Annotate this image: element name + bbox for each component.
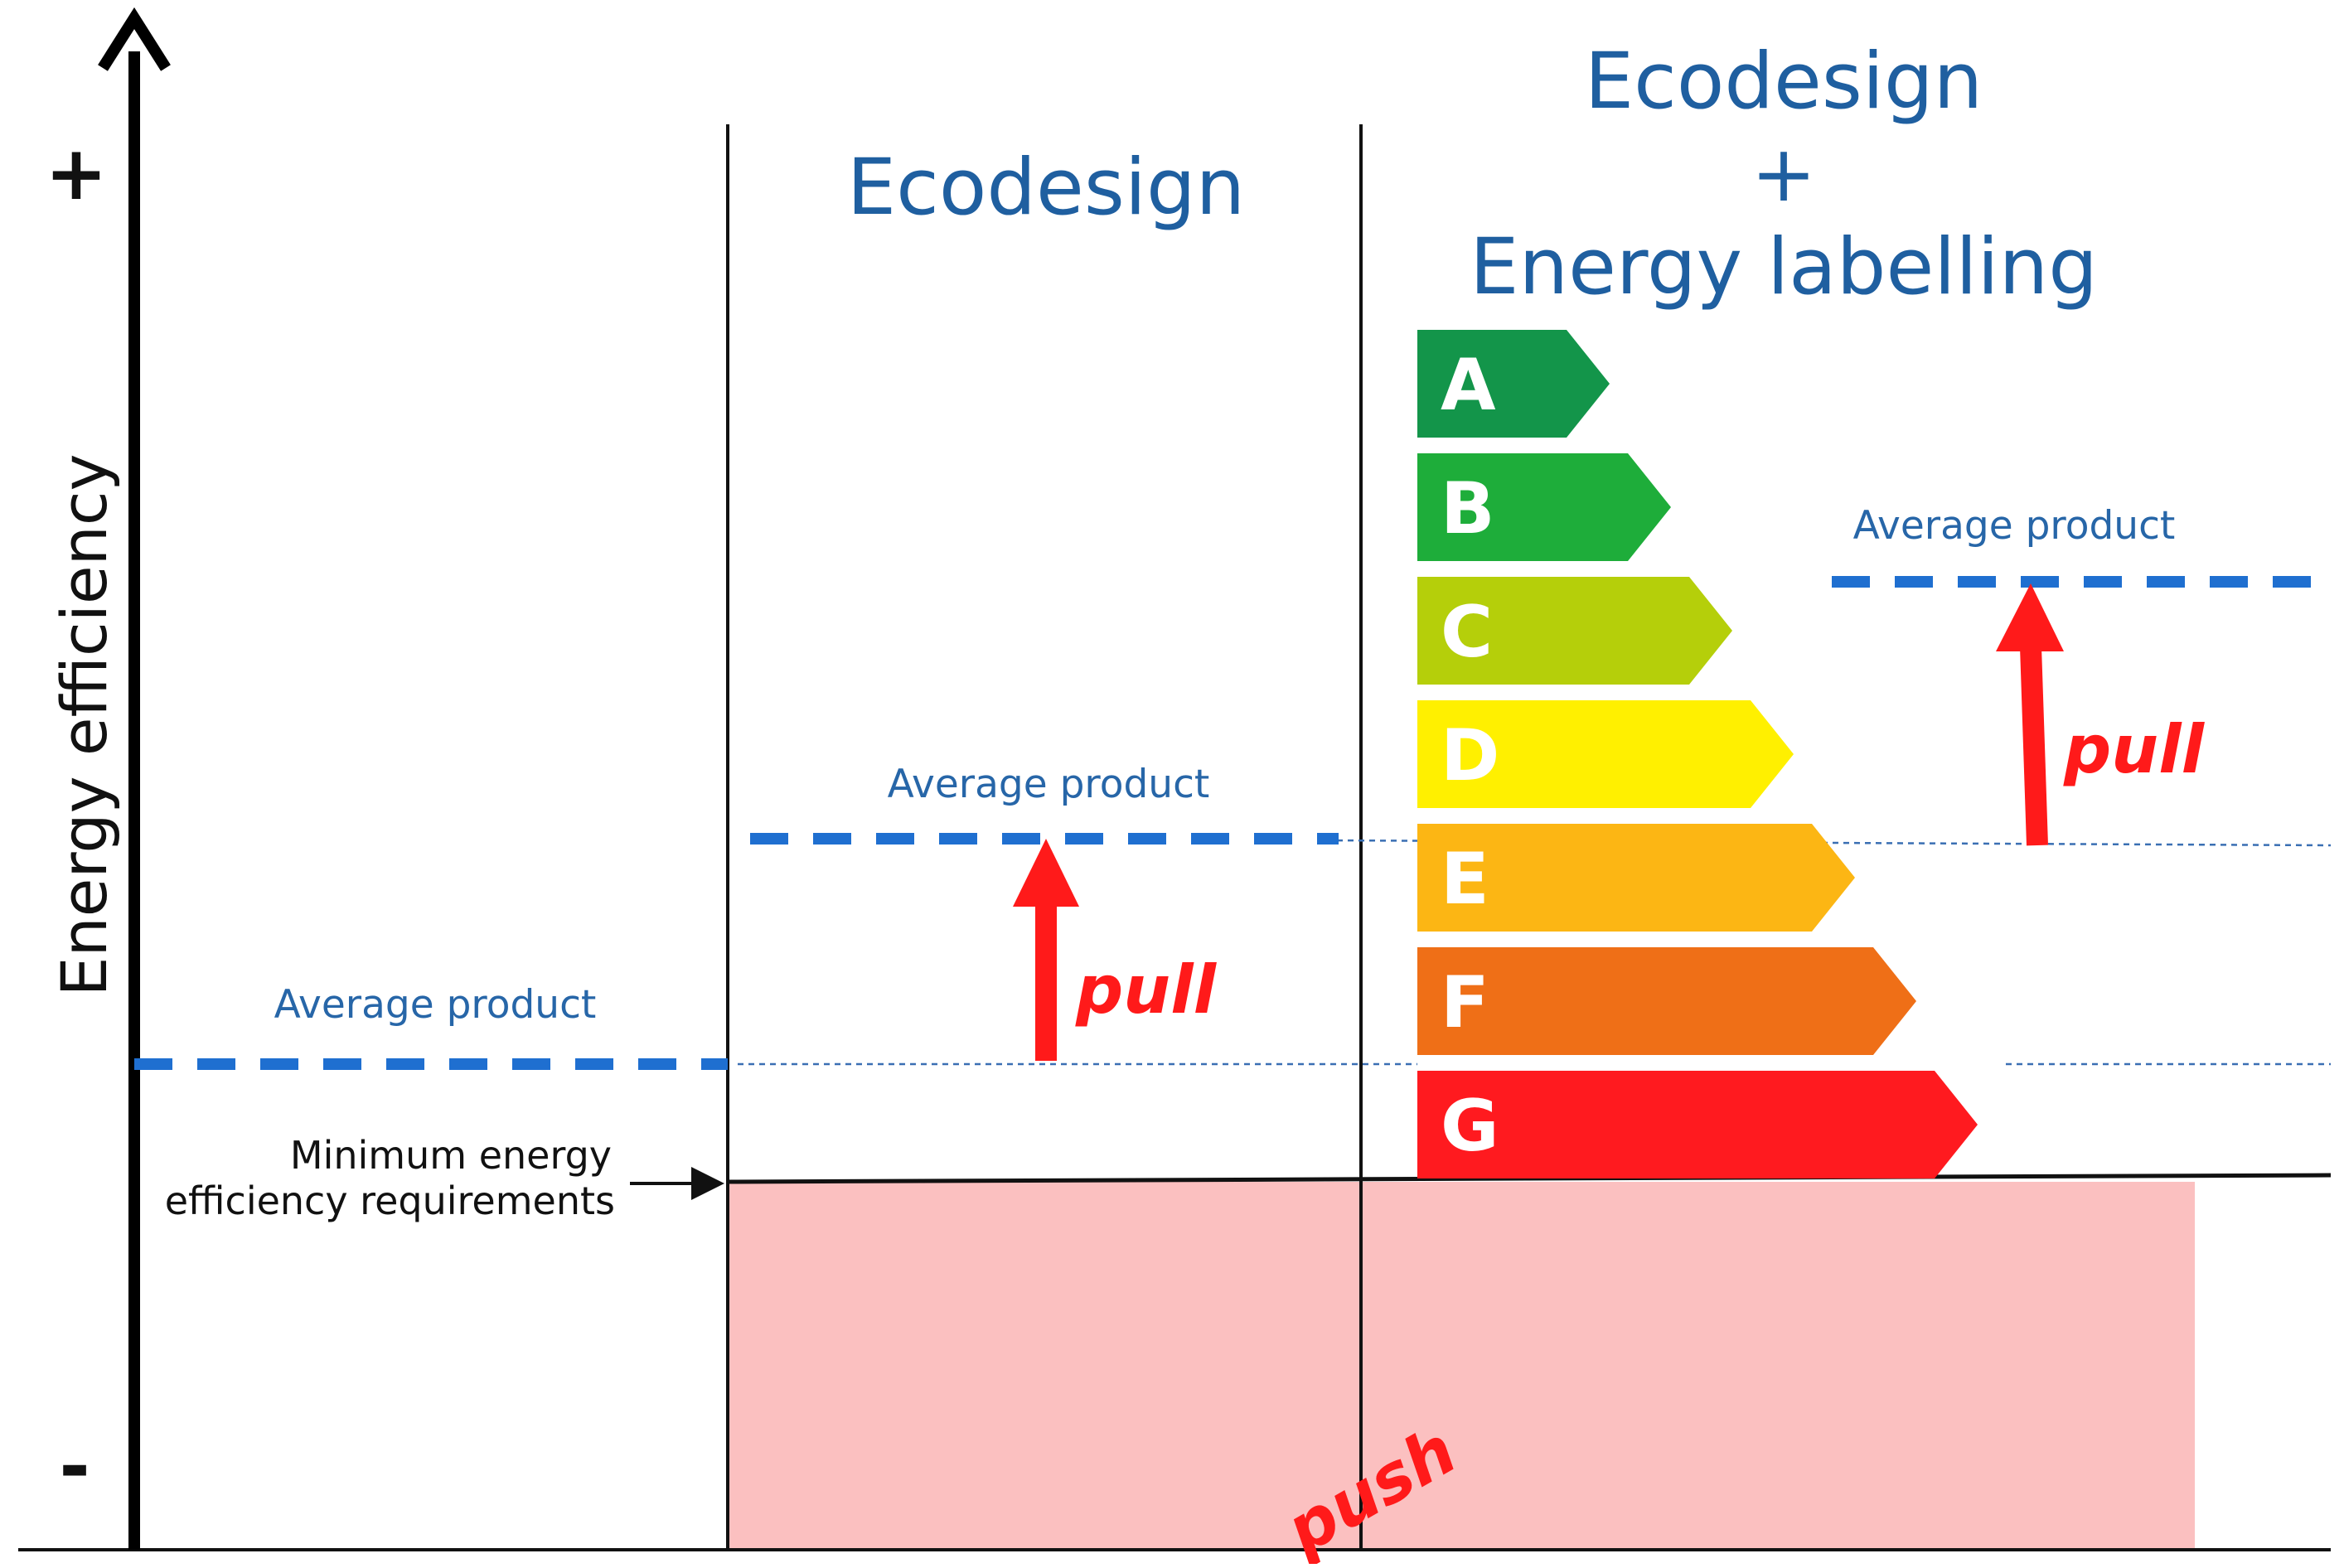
axis-minus: - xyxy=(59,1423,90,1510)
energy-band-letter-a: A xyxy=(1441,344,1496,427)
energy-band-e xyxy=(1417,824,1855,932)
energy-band-g xyxy=(1417,1071,1978,1178)
push-zone xyxy=(728,1182,2195,1548)
ecodesign-heading: Ecodesign xyxy=(847,143,1245,233)
energy-band-letter-c: C xyxy=(1441,591,1493,674)
energy-band-a xyxy=(1417,330,1610,438)
ecodesign-pull-label: pull xyxy=(1075,951,1218,1028)
labelling-heading-line1: Ecodesign xyxy=(1585,36,1983,127)
minimum-requirements-line1: Minimum energy xyxy=(290,1133,612,1178)
energy-band-letter-g: G xyxy=(1441,1085,1499,1168)
labelling-pull-arrow-shaft xyxy=(2020,646,2048,846)
energy-band-c xyxy=(1417,577,1732,685)
energy-band-letter-b: B xyxy=(1441,467,1495,550)
ecodesign-pull-arrow-head-icon xyxy=(1013,839,1079,907)
labelling-heading-line2: + xyxy=(1751,129,1817,220)
labelling-pull-label: pull xyxy=(2063,711,2206,788)
axis-label: Energy efficiency xyxy=(47,453,121,996)
labelling-heading-line3: Energy labelling xyxy=(1470,222,2098,312)
energy-band-letter-e: E xyxy=(1441,838,1489,921)
energy-band-letter-d: D xyxy=(1441,714,1499,797)
energy-band-b xyxy=(1417,453,1671,561)
energy-band-d xyxy=(1417,700,1794,808)
minimum-requirements-line2: efficiency requirements xyxy=(165,1178,615,1223)
ecodesign-average-label: Average product xyxy=(888,762,1210,807)
axis-plus: + xyxy=(45,130,107,217)
energy-band-letter-f: F xyxy=(1441,961,1489,1044)
labelling-pull-arrow-head-icon xyxy=(1996,583,2064,651)
efficiency-axis-arrowhead-icon xyxy=(98,7,171,71)
labelling-average-label: Average product xyxy=(1853,503,2176,549)
baseline-average-label: Average product xyxy=(274,982,597,1028)
energy-band-f xyxy=(1417,947,1916,1055)
